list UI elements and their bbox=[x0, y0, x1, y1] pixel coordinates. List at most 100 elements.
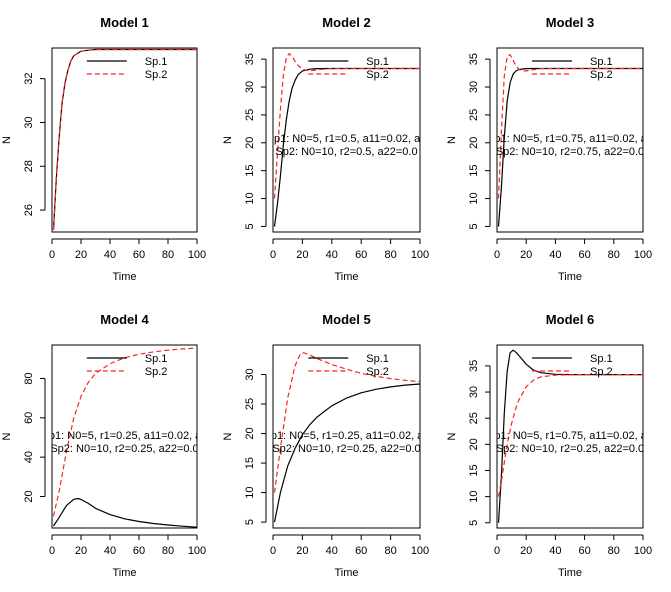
panel-model-2: Model 2 0 20 40 60 80 100 Time 5 10 15 20 25 30 35 N Sp.… bbox=[222, 15, 429, 283]
y-axis-label: N bbox=[1, 136, 13, 144]
x-tick-label: 60 bbox=[355, 249, 367, 261]
x-tick-label: 100 bbox=[188, 545, 206, 557]
legend-label: Sp.2 bbox=[590, 366, 613, 378]
y-tick-label: 10 bbox=[244, 192, 256, 204]
legend-label: Sp.2 bbox=[145, 69, 168, 81]
x-tick-label: 0 bbox=[494, 249, 500, 261]
x-tick-label: 80 bbox=[384, 545, 396, 557]
x-tick-label: 100 bbox=[634, 249, 652, 261]
y-tick-label: 10 bbox=[468, 491, 480, 503]
panel-title: Model 6 bbox=[546, 312, 594, 327]
x-tick-label: 20 bbox=[75, 249, 87, 261]
panel-title: Model 1 bbox=[100, 15, 148, 30]
y-tick-label: 26 bbox=[23, 204, 35, 216]
annotation-text: Sp1: N0=5, r1=0.25, a11=0.02, a2 bbox=[42, 430, 208, 442]
y-tick-label: 15 bbox=[468, 165, 480, 177]
y-tick-label: 30 bbox=[244, 81, 256, 93]
x-tick-label: 20 bbox=[520, 545, 532, 557]
y-tick-label: 35 bbox=[244, 53, 256, 65]
y-tick-label: 28 bbox=[23, 160, 35, 172]
x-axis-label: Time bbox=[334, 271, 358, 283]
series-line-sp2 bbox=[52, 48, 197, 230]
panel-model-5: Model 50 20 40 60 80 100Time51015202530NSp.1S… bbox=[222, 312, 429, 579]
y-tick-label: 10 bbox=[244, 486, 256, 498]
panel-model-6: Model 6 0 20 40 60 80 100 Time 5 10 15 20 25 30 35 N Sp.… bbox=[446, 312, 653, 579]
legend-label: Sp.2 bbox=[366, 366, 389, 378]
legend-label: Sp.1 bbox=[366, 56, 389, 68]
y-tick-label: 30 bbox=[23, 116, 35, 128]
x-tick-label: 60 bbox=[133, 249, 145, 261]
legend-label: Sp.1 bbox=[145, 56, 168, 68]
plot-frame bbox=[496, 47, 644, 233]
y-axis-label: N bbox=[222, 432, 234, 440]
x-tick-label: 40 bbox=[326, 249, 338, 261]
plot-frame bbox=[272, 344, 421, 529]
y-tick-label: 40 bbox=[23, 451, 35, 463]
y-tick-label: 20 bbox=[468, 438, 480, 450]
y-tick-label: 20 bbox=[23, 490, 35, 502]
y-tick-label: 35 bbox=[468, 360, 480, 372]
y-tick-label: 30 bbox=[468, 81, 480, 93]
x-tick-label: 40 bbox=[104, 545, 116, 557]
y-tick-label: 10 bbox=[468, 192, 480, 204]
y-tick-label: 30 bbox=[468, 386, 480, 398]
y-tick-label: 30 bbox=[244, 368, 256, 380]
series-line-sp2 bbox=[52, 347, 197, 517]
x-axis-label: Time bbox=[112, 271, 136, 283]
panel-title: Model 4 bbox=[100, 312, 149, 327]
x-tick-label: 40 bbox=[549, 249, 561, 261]
x-tick-label: 100 bbox=[634, 545, 652, 557]
x-tick-label: 0 bbox=[49, 249, 55, 261]
x-tick-label: 100 bbox=[411, 249, 429, 261]
series-line-sp1 bbox=[52, 497, 197, 528]
y-tick-label: 20 bbox=[244, 427, 256, 439]
y-tick-label: 5 bbox=[468, 520, 480, 526]
x-tick-label: 100 bbox=[188, 249, 206, 261]
annotation-text: Sp1: N0=5, r1=0.75, a11=0.02, a2 bbox=[487, 133, 653, 145]
series-line-sp1 bbox=[273, 383, 420, 523]
series-line-sp2 bbox=[497, 54, 643, 199]
y-tick-label: 15 bbox=[244, 165, 256, 177]
x-tick-label: 80 bbox=[384, 249, 396, 261]
panel-title: Model 2 bbox=[322, 15, 370, 30]
y-tick-label: 5 bbox=[244, 223, 256, 229]
x-tick-label: 20 bbox=[296, 249, 308, 261]
x-tick-label: 60 bbox=[355, 545, 367, 557]
series-line-sp2 bbox=[273, 352, 420, 493]
x-tick-label: 80 bbox=[608, 249, 620, 261]
x-axis-label: Time bbox=[112, 567, 136, 579]
x-axis-label: Time bbox=[558, 271, 582, 283]
y-tick-label: 80 bbox=[23, 372, 35, 384]
x-tick-label: 100 bbox=[411, 545, 429, 557]
y-tick-label: 15 bbox=[244, 457, 256, 469]
series-line-sp2 bbox=[273, 52, 420, 199]
annotation-text: Sp1: N0=5, r1=0.75, a11=0.02, a2 bbox=[487, 430, 653, 442]
annotation-text: Sp2: N0=10, r2=0.25, a22=0.0 bbox=[50, 443, 198, 455]
y-tick-label: 25 bbox=[244, 109, 256, 121]
x-tick-label: 60 bbox=[578, 545, 590, 557]
legend-label: Sp.2 bbox=[590, 69, 613, 81]
y-tick-label: 20 bbox=[244, 137, 256, 149]
y-axis-label: N bbox=[446, 136, 458, 144]
y-tick-label: 25 bbox=[244, 398, 256, 410]
legend-label: Sp.1 bbox=[145, 353, 168, 365]
x-tick-label: 20 bbox=[520, 249, 532, 261]
y-tick-label: 5 bbox=[244, 519, 256, 525]
legend-label: Sp.1 bbox=[590, 56, 613, 68]
legend-label: Sp.2 bbox=[145, 366, 168, 378]
panel-model-4: Model 4 0 20 40 60 80 100 Time 20 40 60 80 N Sp.1Sp.2… bbox=[1, 312, 208, 579]
x-tick-label: 40 bbox=[104, 249, 116, 261]
x-tick-label: 0 bbox=[494, 545, 500, 557]
y-tick-label: 60 bbox=[23, 412, 35, 424]
plot-frame bbox=[496, 344, 644, 529]
x-tick-label: 60 bbox=[133, 545, 145, 557]
panel-model-1: Model 1 0 20 40 60 80 100 Time 26 28 30 32 N Sp.1Sp.2 bbox=[1, 15, 206, 283]
legend-label: Sp.1 bbox=[590, 353, 613, 365]
y-axis-label: N bbox=[222, 136, 234, 144]
y-tick-label: 25 bbox=[468, 412, 480, 424]
x-axis-label: Time bbox=[558, 567, 582, 579]
y-tick-label: 35 bbox=[468, 53, 480, 65]
plot-frame bbox=[51, 47, 198, 233]
